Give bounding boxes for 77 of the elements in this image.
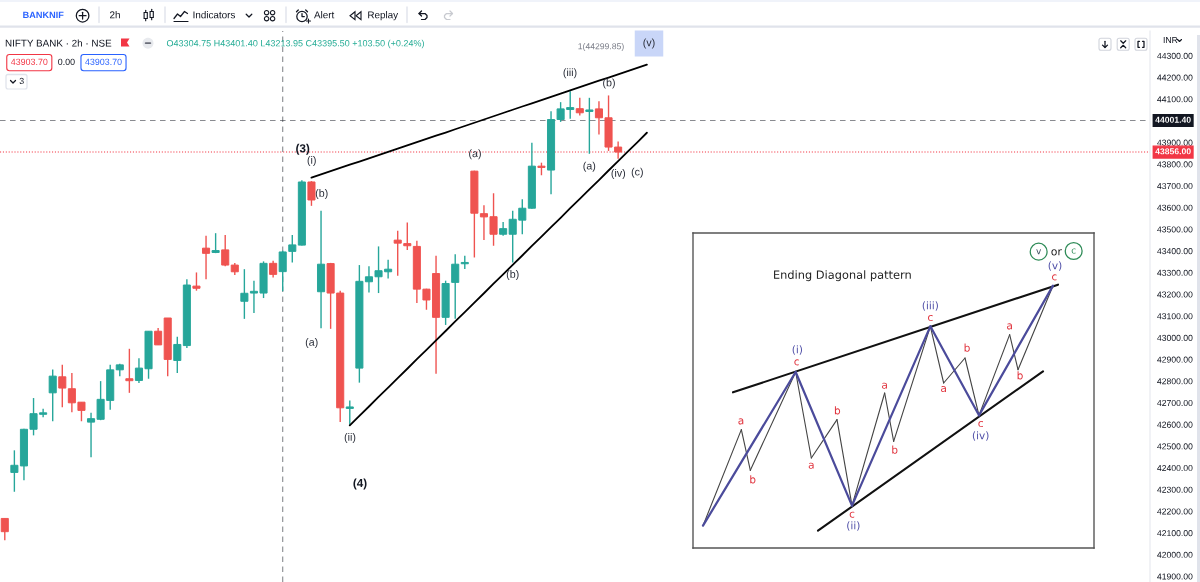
annotation: (b)	[506, 270, 519, 280]
annotation: (a)	[469, 149, 481, 160]
annotation: c	[1052, 274, 1057, 281]
annotation: (ii)	[847, 521, 860, 531]
y-tick-label: 43300.00	[1157, 269, 1193, 276]
annotation: 0.00	[58, 58, 75, 65]
y-tick-label: 43600.00	[1157, 204, 1193, 211]
annotation: c	[794, 359, 799, 366]
y-tick-label: 44100.00	[1157, 96, 1193, 103]
text: INR	[1163, 37, 1178, 43]
y-tick-label: 43700.00	[1157, 182, 1193, 190]
annotation: a	[941, 386, 946, 393]
annotation: 43903.70	[10, 58, 48, 65]
annotation: v	[1036, 249, 1042, 255]
annotation: b	[892, 445, 898, 454]
annotation: c	[1071, 248, 1076, 254]
annotation: a	[882, 382, 887, 389]
text: Indicators	[193, 11, 235, 19]
y-tick-label: 42000.00	[1157, 551, 1193, 558]
y-tick-label: 43900.00	[1157, 139, 1193, 146]
y-tick-label: 44200.00	[1157, 74, 1193, 81]
y-tick-label: 42600.00	[1157, 421, 1193, 428]
annotation: (b)	[315, 189, 328, 199]
y-tick-label: 43000.00	[1157, 334, 1193, 341]
annotation: (c)	[631, 167, 643, 178]
annotation: 1(44299.85)	[578, 42, 624, 52]
annotation: c	[978, 421, 983, 428]
annotation: b	[834, 406, 841, 415]
annotation: (v)	[643, 38, 655, 49]
annotation: (iii)	[922, 301, 938, 311]
text: Replay	[368, 11, 399, 21]
annotation: a	[1007, 323, 1012, 330]
annotation: (v)	[1048, 261, 1062, 271]
ref-line-label: 44001.40	[1155, 116, 1191, 123]
y-tick-label: 43200.00	[1157, 291, 1193, 298]
annotation: Ending Diagonal pattern	[774, 270, 911, 282]
annotation: 43903.70	[85, 58, 122, 65]
annotation: b	[964, 343, 970, 352]
y-tick-label: 41900.00	[1157, 573, 1193, 580]
y-tick-label: 42900.00	[1157, 356, 1193, 363]
y-tick-label: 42200.00	[1157, 508, 1193, 515]
text: BANKNIF	[23, 11, 64, 19]
text: Alert	[314, 11, 335, 19]
annotation: (4)	[353, 478, 367, 490]
annotation: (b)	[603, 78, 615, 89]
annotation: (a)	[305, 338, 318, 348]
y-tick-label: 42100.00	[1157, 530, 1193, 537]
annotation: 3	[19, 77, 24, 85]
annotation: (iv)	[611, 169, 626, 179]
annotation: a	[808, 462, 814, 469]
annotation: c	[849, 511, 855, 518]
y-tick-label: 43400.00	[1157, 248, 1193, 255]
annotation: (3)	[296, 143, 310, 155]
annotation: (iii)	[563, 68, 577, 79]
annotation: (i)	[307, 156, 316, 166]
annotation: or	[1051, 249, 1062, 256]
y-tick-label: 42500.00	[1157, 443, 1193, 450]
annotation: O43304.75 H43401.40 L43213.95 C43395.50 +103.50 (+0.24%)	[166, 39, 424, 49]
y-tick-label: 42300.00	[1157, 486, 1193, 493]
annotation: b	[750, 475, 756, 484]
annotation: (iv)	[972, 431, 989, 441]
y-tick-label: 43800.00	[1157, 161, 1193, 168]
ref-line-label: 43856.00	[1155, 148, 1191, 155]
annotation: b	[1017, 371, 1023, 380]
annotation: (ii)	[344, 433, 356, 443]
annotation: c	[928, 315, 933, 322]
y-tick-label: 44300.00	[1157, 52, 1193, 59]
annotation: (a)	[583, 161, 596, 172]
y-tick-label: 43500.00	[1157, 226, 1193, 233]
y-tick-label: 43100.00	[1157, 313, 1193, 320]
y-tick-label: 42800.00	[1157, 378, 1193, 385]
text: 2h	[110, 11, 120, 19]
annotation: (i)	[792, 345, 803, 355]
annotation: a	[738, 418, 744, 425]
y-tick-label: 42400.00	[1157, 465, 1193, 472]
y-tick-label: 42700.00	[1157, 399, 1193, 407]
text: NIFTY BANK · 2h · NSE	[5, 39, 112, 47]
